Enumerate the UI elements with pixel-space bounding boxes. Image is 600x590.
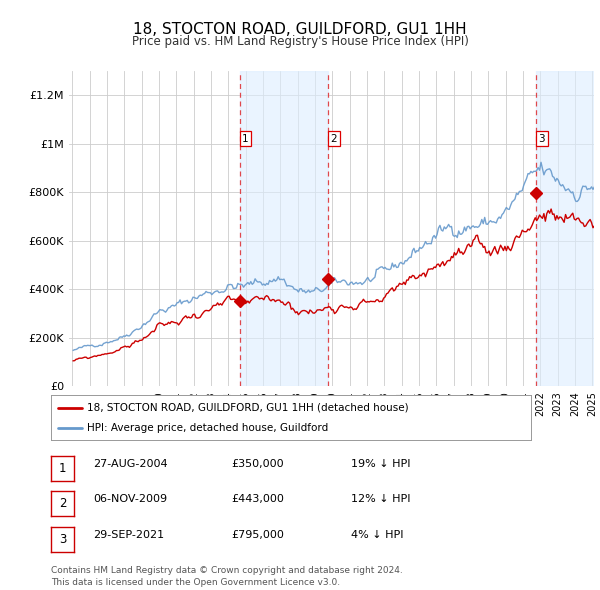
Text: 1: 1 xyxy=(59,462,66,475)
Bar xyxy=(536,71,594,386)
Text: 4% ↓ HPI: 4% ↓ HPI xyxy=(351,530,404,539)
Text: Price paid vs. HM Land Registry's House Price Index (HPI): Price paid vs. HM Land Registry's House … xyxy=(131,35,469,48)
Text: £795,000: £795,000 xyxy=(231,530,284,539)
Text: Contains HM Land Registry data © Crown copyright and database right 2024.
This d: Contains HM Land Registry data © Crown c… xyxy=(51,566,403,587)
Text: 18, STOCTON ROAD, GUILDFORD, GU1 1HH: 18, STOCTON ROAD, GUILDFORD, GU1 1HH xyxy=(133,22,467,37)
Text: 2: 2 xyxy=(331,134,337,144)
Text: £350,000: £350,000 xyxy=(231,459,284,468)
Text: 18, STOCTON ROAD, GUILDFORD, GU1 1HH (detached house): 18, STOCTON ROAD, GUILDFORD, GU1 1HH (de… xyxy=(87,403,409,412)
Text: 19% ↓ HPI: 19% ↓ HPI xyxy=(351,459,410,468)
Text: 3: 3 xyxy=(538,134,545,144)
Text: 12% ↓ HPI: 12% ↓ HPI xyxy=(351,494,410,504)
Text: 06-NOV-2009: 06-NOV-2009 xyxy=(93,494,167,504)
Text: 3: 3 xyxy=(59,533,66,546)
Text: HPI: Average price, detached house, Guildford: HPI: Average price, detached house, Guil… xyxy=(87,424,328,434)
Text: 1: 1 xyxy=(242,134,249,144)
Text: 29-SEP-2021: 29-SEP-2021 xyxy=(93,530,164,539)
Text: £443,000: £443,000 xyxy=(231,494,284,504)
Bar xyxy=(239,71,328,386)
Text: 2: 2 xyxy=(59,497,66,510)
Text: 27-AUG-2004: 27-AUG-2004 xyxy=(93,459,167,468)
